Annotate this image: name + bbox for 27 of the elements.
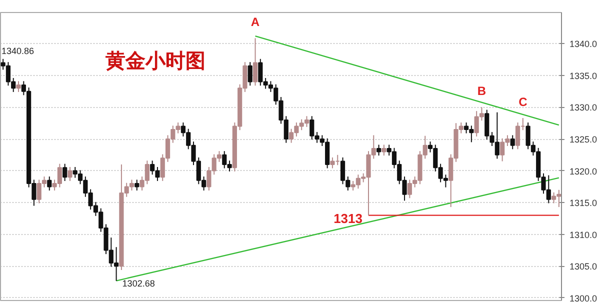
annotation: C — [518, 95, 528, 110]
candlestick — [47, 176, 52, 192]
candlestick — [248, 62, 252, 86]
y-tick-label: 1305.0 — [570, 262, 598, 272]
candlestick — [68, 166, 72, 182]
candlestick — [515, 122, 520, 150]
candlestick — [510, 134, 515, 150]
y-tick-label: 1320.0 — [570, 166, 598, 176]
candlestick — [62, 163, 68, 182]
annotation: 1340.86 — [2, 46, 34, 56]
y-tick-label: 1335.0 — [570, 70, 598, 81]
y-tick-label: 1300.0 — [570, 293, 598, 304]
candlestick — [16, 80, 21, 92]
annotation: 1302.68 — [122, 278, 155, 288]
y-tick-label: 1340.0 — [570, 39, 598, 50]
candlestick — [376, 144, 382, 156]
candlestick — [134, 179, 140, 192]
annotation: B — [477, 84, 486, 98]
candlestick — [252, 38, 258, 86]
annotation: A — [250, 15, 260, 30]
candlestick — [382, 144, 386, 156]
y-tick-label: 1325.0 — [570, 134, 598, 145]
annotation: 1313 — [334, 210, 362, 226]
y-tick-label: 1315.0 — [570, 198, 598, 208]
y-tick-label: 1330.0 — [570, 102, 598, 113]
y-tick-label: 1310.0 — [570, 230, 598, 240]
text: 黄金小时图 — [104, 48, 206, 72]
